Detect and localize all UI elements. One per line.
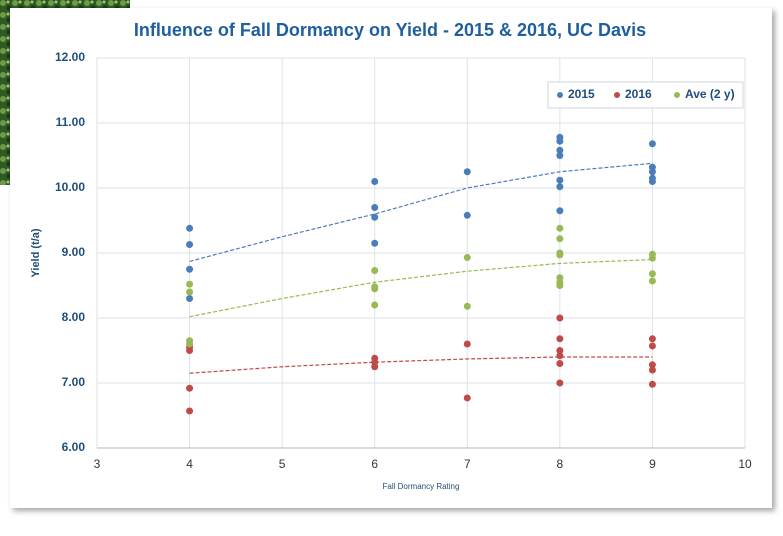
data-point	[649, 270, 656, 277]
data-point	[464, 212, 471, 219]
legend-marker	[557, 92, 563, 98]
data-point	[649, 367, 656, 374]
data-point	[556, 335, 563, 342]
data-point	[556, 152, 563, 159]
data-point	[371, 178, 378, 185]
data-point	[186, 241, 193, 248]
data-point	[556, 380, 563, 387]
y-tick-label: 11.00	[56, 115, 86, 129]
data-point	[556, 235, 563, 242]
data-point	[186, 341, 193, 348]
data-point	[464, 394, 471, 401]
data-point	[186, 407, 193, 414]
data-point	[186, 266, 193, 273]
y-tick-label: 12.00	[55, 50, 85, 64]
data-point	[556, 177, 563, 184]
x-axis-label: Fall Dormancy Rating	[383, 482, 460, 491]
y-tick-label: 9.00	[62, 245, 86, 259]
data-point	[186, 289, 193, 296]
data-point	[556, 282, 563, 289]
data-point	[556, 138, 563, 145]
legend-label: 2016	[625, 87, 652, 101]
data-point	[649, 168, 656, 175]
data-point	[464, 254, 471, 261]
legend-marker	[614, 92, 620, 98]
data-point	[371, 267, 378, 274]
data-point	[556, 207, 563, 214]
data-point	[464, 303, 471, 310]
y-tick-label: 7.00	[62, 375, 86, 389]
data-point	[649, 381, 656, 388]
data-point	[371, 214, 378, 221]
data-point	[556, 352, 563, 359]
x-tick-label: 9	[649, 457, 656, 471]
data-point	[649, 178, 656, 185]
x-tick-label: 3	[94, 457, 101, 471]
data-point	[556, 360, 563, 367]
y-tick-label: 10.00	[55, 180, 85, 194]
data-point	[186, 225, 193, 232]
data-point	[649, 335, 656, 342]
chart-title: Influence of Fall Dormancy on Yield - 20…	[134, 20, 646, 40]
data-point	[649, 140, 656, 147]
data-point	[186, 347, 193, 354]
y-tick-label: 6.00	[62, 440, 86, 454]
data-point	[556, 183, 563, 190]
data-point	[371, 240, 378, 247]
x-tick-label: 6	[371, 457, 378, 471]
data-point	[649, 342, 656, 349]
data-point	[186, 385, 193, 392]
data-point	[649, 255, 656, 262]
data-point	[371, 302, 378, 309]
legend-marker	[674, 92, 680, 98]
data-point	[556, 315, 563, 322]
legend-label: 2015	[568, 87, 595, 101]
x-tick-label: 8	[557, 457, 564, 471]
data-point	[464, 168, 471, 175]
data-point	[556, 251, 563, 258]
data-point	[556, 225, 563, 232]
data-point	[186, 281, 193, 288]
y-axis-label: Yield (t/a)	[30, 228, 42, 277]
data-point	[371, 285, 378, 292]
x-tick-label: 7	[464, 457, 471, 471]
legend-label: Ave (2 y)	[685, 87, 735, 101]
data-point	[371, 363, 378, 370]
y-tick-label: 8.00	[62, 310, 86, 324]
data-point	[371, 204, 378, 211]
data-point	[464, 341, 471, 348]
x-tick-label: 5	[279, 457, 286, 471]
x-tick-label: 10	[738, 457, 752, 471]
chart: Influence of Fall Dormancy on Yield - 20…	[0, 0, 783, 531]
x-tick-label: 4	[186, 457, 193, 471]
page: Influence of Fall Dormancy on Yield - 20…	[0, 0, 783, 531]
data-point	[186, 295, 193, 302]
data-point	[649, 277, 656, 284]
